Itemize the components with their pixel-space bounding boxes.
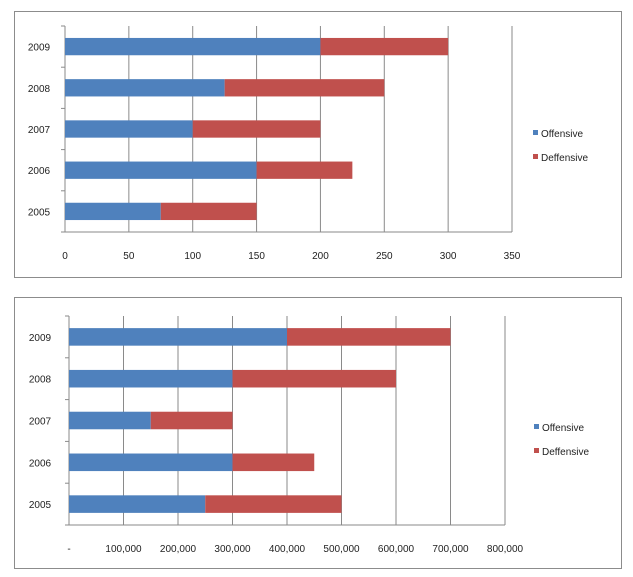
x-tick-label: 800,000 xyxy=(487,544,524,555)
x-tick-label: 400,000 xyxy=(269,544,306,555)
bar-deffensive-2007 xyxy=(150,411,233,430)
bar-offensive-2007 xyxy=(69,411,151,430)
x-tick-label: - xyxy=(67,544,70,555)
category-label: 2005 xyxy=(29,500,52,511)
bar-offensive-2005 xyxy=(69,495,206,513)
category-label: 2008 xyxy=(28,84,51,95)
category-label: 2008 xyxy=(29,375,52,386)
legend-swatch xyxy=(533,154,538,159)
x-tick-label: 250 xyxy=(376,251,393,262)
bar-deffensive-2006 xyxy=(232,453,315,472)
bar-deffensive-2005 xyxy=(160,202,257,221)
legend-swatch xyxy=(533,130,538,135)
legend-label: Deffensive xyxy=(541,153,589,164)
bar-offensive-2007 xyxy=(65,120,193,138)
legend-swatch xyxy=(534,448,539,453)
x-tick-label: 300,000 xyxy=(214,544,251,555)
bar-offensive-2009 xyxy=(69,328,287,346)
x-tick-label: 100 xyxy=(184,251,201,262)
bar-deffensive-2007 xyxy=(192,120,321,138)
bar-deffensive-2006 xyxy=(256,161,353,179)
x-tick-label: 200,000 xyxy=(160,544,197,555)
chart-panel-1: 0 50 100 150 200 250 300 350 2005 2006 2007 2008 200… xyxy=(14,11,622,278)
x-tick-label: 600,000 xyxy=(378,544,415,555)
stacked-bar-chart-1: 0 50 100 150 200 250 300 350 2005 2006 2007 2008 200… xyxy=(28,25,589,262)
category-label: 2006 xyxy=(29,458,52,469)
category-label: 2007 xyxy=(28,125,51,136)
x-tick-label: 150 xyxy=(248,251,265,262)
bar-offensive-2006 xyxy=(65,161,257,179)
bar-offensive-2006 xyxy=(69,453,233,472)
x-tick-label: 50 xyxy=(123,251,135,262)
legend-label: Offensive xyxy=(542,423,584,434)
bar-deffensive-2005 xyxy=(205,495,342,513)
legend-label: Deffensive xyxy=(542,447,590,458)
x-tick-label: 300 xyxy=(440,251,457,262)
bar-offensive-2005 xyxy=(65,202,161,221)
legend-swatch xyxy=(534,424,539,429)
bar-offensive-2008 xyxy=(69,369,233,388)
x-tick-label: 500,000 xyxy=(323,544,360,555)
x-tick-label: 100,000 xyxy=(105,544,142,555)
bar-offensive-2009 xyxy=(65,37,321,56)
bar-deffensive-2009 xyxy=(320,37,449,56)
category-label: 2009 xyxy=(29,333,52,344)
chart-panel-2: - 100,000 200,000 300,000 400,000 500,000 600,… xyxy=(14,297,622,569)
category-label: 2005 xyxy=(28,207,51,218)
x-tick-label: 350 xyxy=(504,251,521,262)
category-label: 2007 xyxy=(29,417,52,428)
legend-label: Offensive xyxy=(541,129,583,140)
x-tick-label: 200 xyxy=(312,251,329,262)
category-label: 2009 xyxy=(28,43,51,54)
bar-offensive-2008 xyxy=(65,79,225,97)
category-label: 2006 xyxy=(28,166,51,177)
bar-deffensive-2008 xyxy=(224,79,385,97)
stacked-bar-chart-2: - 100,000 200,000 300,000 400,000 500,000 600,… xyxy=(29,315,590,555)
bar-deffensive-2009 xyxy=(287,328,451,346)
x-tick-label: 0 xyxy=(62,251,68,262)
x-tick-label: 700,000 xyxy=(432,544,469,555)
bar-deffensive-2008 xyxy=(232,369,396,388)
